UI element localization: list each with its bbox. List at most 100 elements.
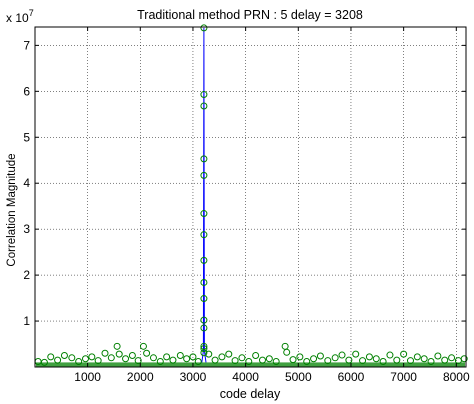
noise-marker: [434, 352, 442, 360]
noise-marker: [265, 355, 273, 363]
noise-marker: [218, 353, 226, 361]
noise-marker: [331, 354, 339, 362]
correlation-line: [201, 27, 207, 363]
peak-marker: [200, 24, 208, 32]
noise-marker: [211, 356, 219, 364]
noise-marker: [289, 356, 297, 364]
noise-marker: [122, 355, 130, 363]
noise-marker: [156, 357, 164, 365]
series-markers: [34, 24, 468, 367]
noise-marker: [68, 354, 76, 362]
peak-marker: [200, 324, 208, 332]
peak-marker: [200, 316, 208, 324]
noise-marker: [47, 353, 55, 361]
noise-marker: [176, 352, 184, 360]
noise-marker: [281, 342, 289, 350]
noise-marker: [252, 352, 260, 360]
peak-marker: [200, 256, 208, 264]
peak-marker: [200, 278, 208, 286]
noise-marker: [134, 357, 142, 365]
noise-marker: [324, 357, 332, 365]
noise-marker: [427, 357, 435, 365]
noise-marker: [393, 356, 401, 364]
y-tick-label: 4: [23, 176, 30, 190]
y-exponent-power: 7: [29, 8, 34, 18]
y-tick-label: 7: [23, 38, 30, 52]
series-line: [201, 27, 207, 363]
noise-marker: [386, 351, 394, 359]
y-tick-label: 3: [23, 222, 30, 236]
y-exponent-base: x 10: [6, 11, 29, 25]
x-tick-label: 6000: [338, 370, 365, 384]
plot-frame: [34, 26, 467, 368]
noise-marker: [231, 357, 239, 365]
x-tick-label: 1000: [74, 370, 101, 384]
noise-marker: [139, 342, 147, 350]
noise-marker: [189, 353, 197, 361]
noise-marker: [94, 357, 102, 365]
chart-title: Traditional method PRN : 5 delay = 3208: [137, 8, 363, 22]
noise-marker: [296, 353, 304, 361]
noise-marker: [60, 352, 68, 360]
noise-marker: [115, 350, 123, 358]
x-tick-label: 3000: [180, 370, 207, 384]
y-axis-label: Correlation Magnitude: [6, 153, 18, 266]
noise-marker: [183, 355, 191, 363]
noise-marker: [40, 358, 48, 366]
noise-marker: [88, 353, 96, 361]
noise-marker: [420, 355, 428, 363]
noise-marker: [194, 357, 202, 365]
peak-marker: [200, 349, 208, 357]
x-axis-label: code delay: [220, 387, 281, 401]
noise-marker: [448, 354, 456, 362]
noise-marker: [258, 356, 266, 364]
noise-marker: [413, 353, 421, 361]
x-tick-label: 4000: [232, 370, 259, 384]
noise-marker: [169, 356, 177, 364]
noise-marker: [303, 357, 311, 365]
peak-marker: [200, 155, 208, 163]
noise-marker: [272, 357, 280, 365]
peak-marker: [200, 91, 208, 99]
peak-marker: [200, 210, 208, 218]
noise-marker: [82, 355, 90, 363]
noise-marker: [107, 354, 115, 362]
noise-marker: [283, 348, 291, 356]
peak-marker: [200, 231, 208, 239]
noise-marker: [316, 352, 324, 360]
noise-marker: [310, 355, 318, 363]
noise-marker: [245, 357, 253, 365]
noise-marker: [225, 350, 233, 358]
noise-marker: [101, 349, 109, 357]
y-exponent: x 107: [6, 8, 34, 25]
y-tick-label: 5: [23, 130, 30, 144]
peak-marker: [200, 345, 208, 353]
noise-marker: [406, 357, 414, 365]
noise-marker: [365, 353, 373, 361]
noise-marker: [143, 349, 151, 357]
noise-marker: [345, 356, 353, 364]
noise-marker: [359, 357, 367, 365]
noise-marker: [205, 350, 213, 358]
noise-marker: [372, 355, 380, 363]
y-tick-label: 1: [23, 314, 30, 328]
noise-marker: [338, 351, 346, 359]
noise-marker: [128, 352, 136, 360]
axes: 1000 2000 3000 4000 5000 6000 7000 8000 1 2 3 4 5 6 7: [23, 26, 470, 384]
noise-marker: [441, 356, 449, 364]
y-tick-label: 2: [23, 268, 30, 282]
x-tick-label: 7000: [390, 370, 417, 384]
noise-marker: [238, 354, 246, 362]
noise-marker: [54, 356, 62, 364]
noise-marker: [352, 350, 360, 358]
grid-lines: [35, 27, 466, 367]
peak-marker: [200, 295, 208, 303]
noise-floor-band: [36, 362, 465, 367]
noise-marker: [113, 342, 121, 350]
noise-marker: [400, 350, 408, 358]
noise-marker: [75, 357, 83, 365]
noise-marker: [149, 354, 157, 362]
noise-marker: [460, 355, 468, 363]
x-tick-label: 8000: [443, 370, 470, 384]
